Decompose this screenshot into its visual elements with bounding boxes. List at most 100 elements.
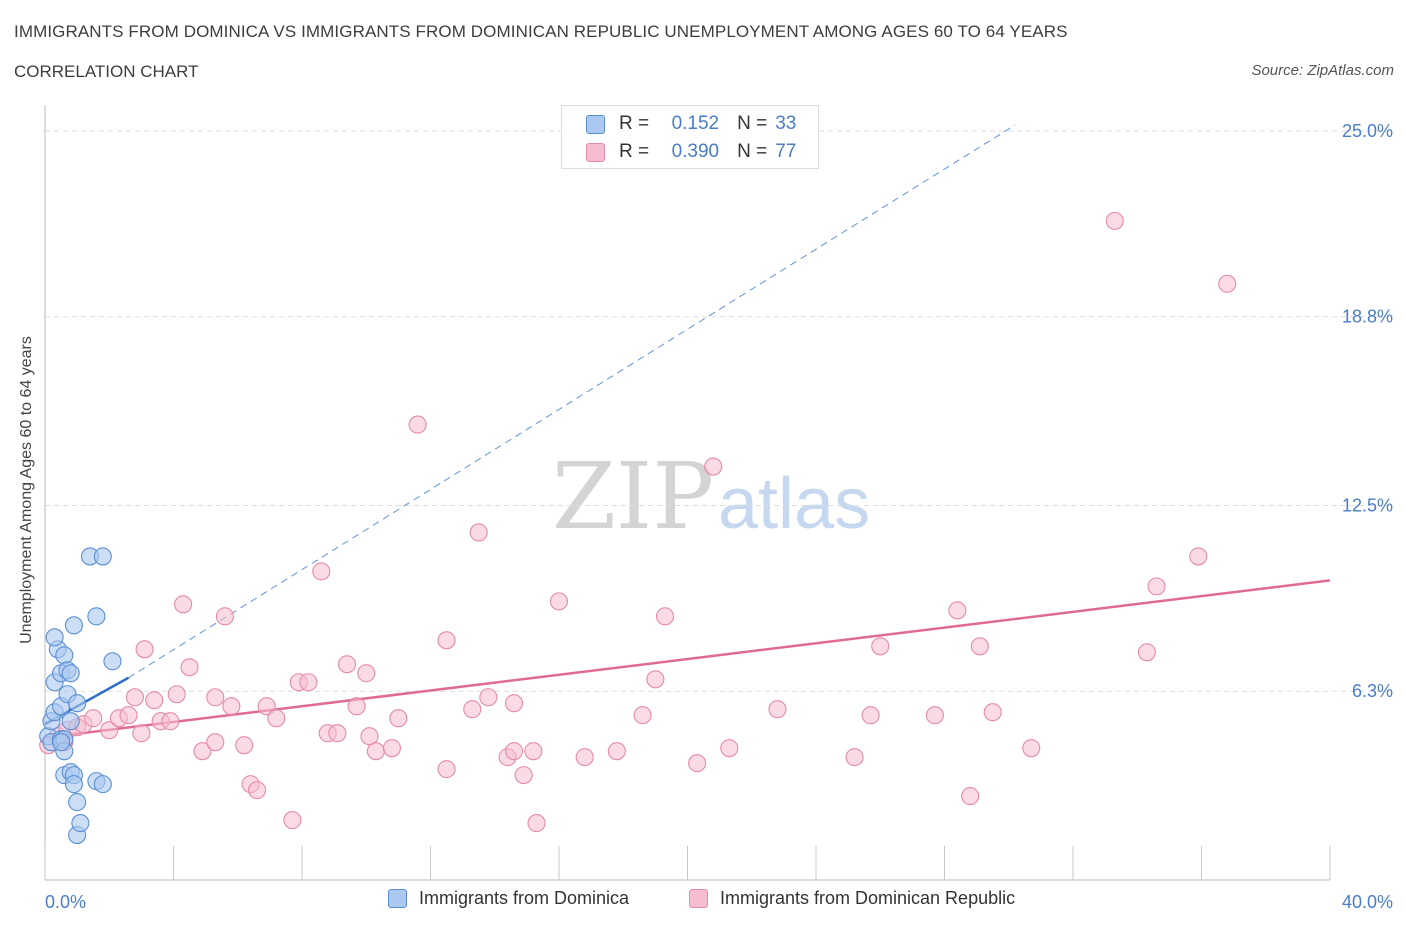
data-point-dominican-republic — [312, 562, 331, 581]
data-point-dominican-republic — [283, 811, 302, 830]
data-point-dominica — [103, 652, 122, 671]
data-point-dominican-republic — [222, 697, 241, 716]
legend-r-label: R = — [619, 113, 650, 134]
data-point-dominican-republic — [655, 607, 675, 626]
data-point-dominican-republic — [299, 673, 318, 692]
y-tick-label: 12.5% — [1342, 495, 1393, 515]
data-point-dominican-republic — [504, 694, 524, 713]
data-point-dominica — [55, 646, 74, 665]
data-point-dominica — [64, 775, 83, 794]
data-point-dominican-republic — [646, 670, 665, 689]
data-point-dominican-republic — [688, 754, 707, 773]
data-point-dominican-republic — [861, 706, 880, 725]
data-point-dominican-republic — [704, 457, 723, 476]
data-point-dominican-republic — [135, 640, 154, 659]
data-point-dominica — [61, 664, 80, 683]
legend-swatch-dominica — [586, 114, 605, 134]
data-point-dominican-republic — [389, 709, 408, 728]
data-point-dominican-republic — [167, 685, 186, 704]
data-point-dominica — [61, 712, 80, 731]
data-point-dominican-republic — [1218, 274, 1237, 293]
y-tick-label: 6.3% — [1352, 681, 1393, 701]
data-point-dominica — [93, 547, 112, 566]
data-point-dominican-republic — [84, 709, 103, 728]
grid-lines — [45, 130, 1395, 692]
legend-r-value: 0.390 — [671, 141, 720, 162]
data-point-dominican-republic — [180, 658, 199, 677]
data-point-dominican-republic — [206, 733, 225, 752]
data-point-dominican-republic — [328, 724, 347, 743]
data-points — [39, 211, 1237, 845]
watermark-atlas: atlas — [718, 464, 870, 544]
data-point-dominican-republic — [575, 748, 594, 767]
data-point-dominica — [68, 793, 87, 812]
legend-n-label: N = — [737, 141, 768, 162]
data-point-dominican-republic — [206, 688, 225, 707]
data-point-dominican-republic — [408, 415, 427, 434]
data-point-dominican-republic — [125, 688, 144, 707]
data-point-dominica — [71, 814, 90, 833]
data-point-dominican-republic — [215, 607, 234, 626]
legend-n-value: 77 — [775, 141, 797, 162]
data-point-dominica — [52, 733, 71, 752]
data-point-dominican-republic — [267, 709, 286, 728]
legend-n-value: 33 — [775, 113, 797, 134]
correlation-legend: R = 0.152 N = 33 R = 0.390 N = 77 — [561, 105, 819, 169]
data-point-dominican-republic — [366, 742, 385, 761]
data-point-dominican-republic — [193, 742, 212, 761]
data-point-dominica — [93, 775, 112, 794]
series-legend: Immigrants from Dominica Immigrants from… — [0, 888, 1406, 916]
data-point-dominican-republic — [514, 766, 533, 785]
data-point-dominican-republic — [235, 736, 254, 755]
data-point-dominican-republic — [145, 691, 164, 710]
legend-r-value: 0.152 — [671, 113, 720, 134]
data-point-dominican-republic — [100, 721, 119, 740]
legend-label-dominican-republic: Immigrants from Dominican Republic — [720, 888, 1016, 908]
data-point-dominican-republic — [549, 592, 569, 611]
data-point-dominican-republic — [119, 706, 138, 725]
y-tick-label: 18.8% — [1342, 307, 1393, 327]
legend-item-dominica: Immigrants from Dominica — [388, 888, 629, 909]
legend-label-dominica: Immigrants from Dominica — [419, 888, 630, 908]
data-point-dominican-republic — [524, 742, 543, 761]
data-point-dominican-republic — [161, 712, 180, 731]
data-point-dominican-republic — [247, 781, 267, 800]
x-tick-label: 0.0% — [45, 892, 86, 912]
data-point-dominican-republic — [871, 637, 890, 656]
y-tick-label: 25.0% — [1342, 121, 1393, 141]
data-point-dominican-republic — [337, 655, 357, 674]
legend-row-dominican-republic: R = 0.390 N = 77 — [586, 140, 796, 164]
data-point-dominican-republic — [347, 697, 366, 716]
data-point-dominican-republic — [961, 787, 980, 806]
legend-row-dominica: R = 0.152 N = 33 — [586, 112, 796, 136]
data-point-dominica — [64, 616, 83, 635]
data-point-dominican-republic — [479, 688, 498, 707]
tick-labels: 6.3% 12.5% 18.8% 25.0% 0.0% 40.0% — [45, 121, 1393, 912]
data-point-dominican-republic — [360, 727, 379, 746]
data-point-dominican-republic — [948, 601, 967, 620]
trend-line-dominica-extended — [128, 124, 1016, 679]
legend-swatch-dominican-republic — [689, 889, 708, 908]
data-point-dominican-republic — [845, 748, 864, 767]
data-point-dominican-republic — [463, 700, 482, 719]
trend-line-dominican-republic — [44, 579, 1331, 739]
data-point-dominican-republic — [983, 703, 1002, 722]
data-point-dominican-republic — [720, 739, 739, 758]
data-point-dominican-republic — [357, 664, 376, 683]
data-point-dominican-republic — [768, 700, 787, 719]
data-point-dominica — [87, 607, 106, 626]
chart-subtitle: CORRELATION CHART — [14, 62, 199, 81]
data-point-dominican-republic — [469, 523, 488, 542]
data-point-dominican-republic — [174, 595, 193, 614]
data-point-dominican-republic — [970, 637, 989, 656]
trend-lines — [44, 124, 1331, 739]
legend-swatch-dominican-republic — [586, 142, 605, 162]
legend-r-label: R = — [619, 141, 650, 162]
x-tick-label: 40.0% — [1342, 892, 1393, 912]
data-point-dominican-republic — [527, 814, 546, 833]
data-point-dominican-republic — [633, 706, 652, 725]
legend-swatch-dominica — [388, 889, 407, 908]
data-point-dominican-republic — [132, 724, 151, 743]
source-label: Source: ZipAtlas.com — [1251, 62, 1394, 79]
